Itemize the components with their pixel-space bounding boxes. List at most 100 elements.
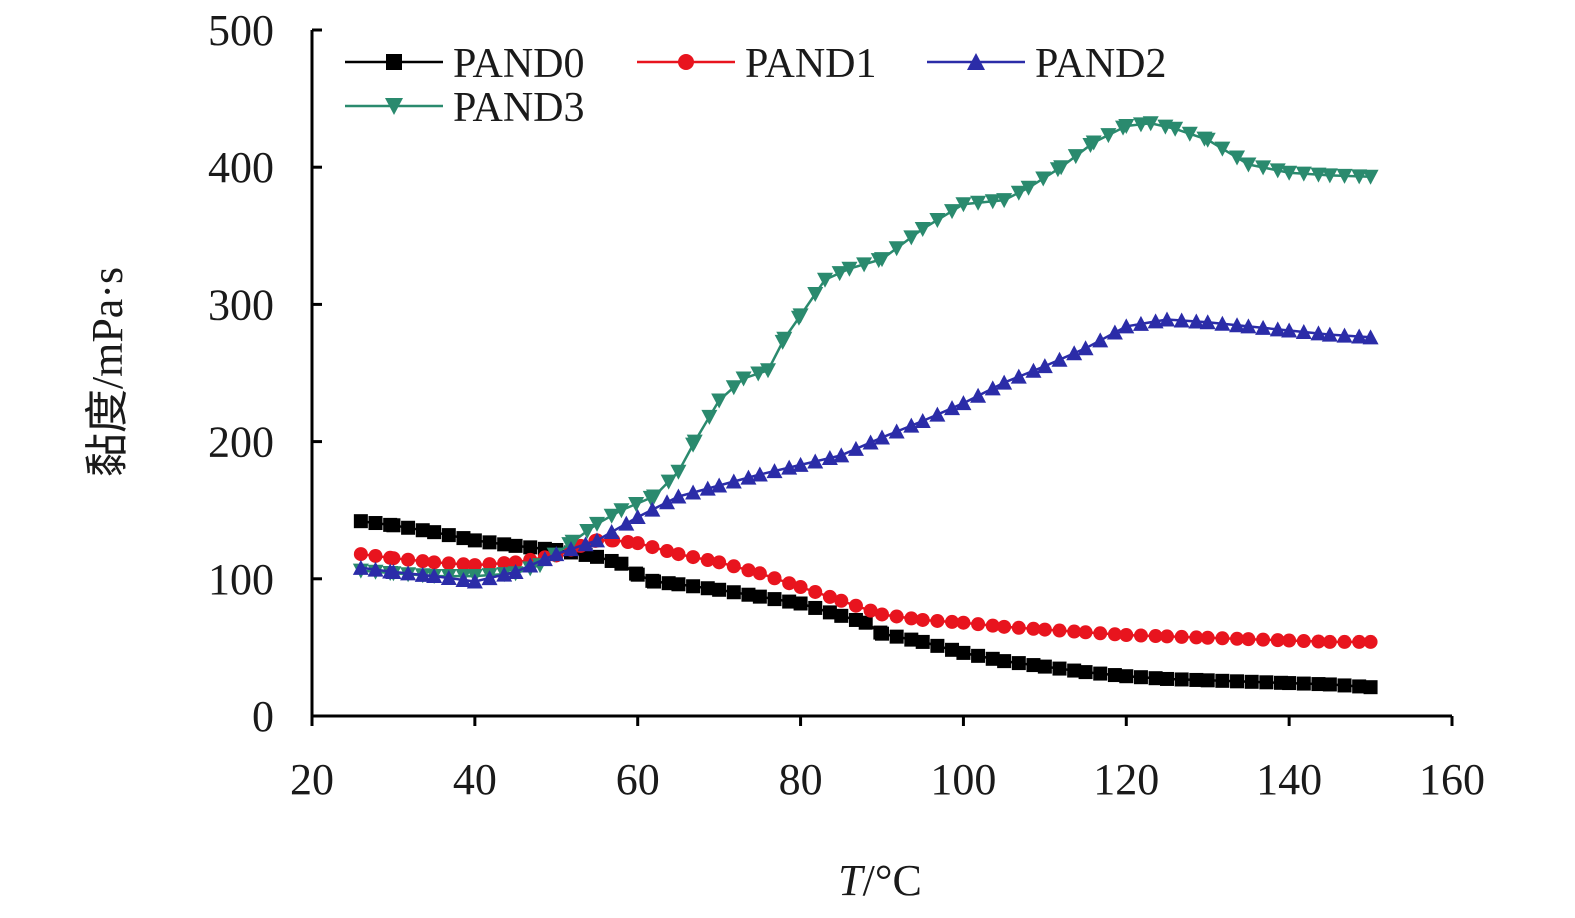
data-point-pand2 (1240, 318, 1257, 334)
data-point-pand0 (614, 556, 629, 571)
data-point-pand0 (1037, 659, 1052, 674)
data-point-pand3 (903, 230, 920, 246)
legend-item-pand0: PAND0 (345, 41, 585, 87)
data-point-pand0 (1078, 665, 1093, 680)
y-tick-label: 200 (208, 418, 274, 467)
data-point-pand0 (822, 605, 837, 620)
data-point-pand0 (368, 516, 383, 531)
data-point-pand0 (889, 629, 904, 644)
data-point-pand1 (427, 555, 442, 570)
data-point-pand2 (629, 509, 646, 525)
data-point-pand1 (904, 611, 919, 626)
data-point-pand3 (856, 257, 873, 273)
data-point-pand2 (644, 501, 661, 517)
data-point-pand1 (1230, 631, 1245, 646)
x-tick-label: 120 (1093, 755, 1159, 804)
data-point-pand0 (415, 523, 430, 538)
data-point-pand1 (1256, 632, 1271, 647)
data-point-pand2 (1025, 362, 1042, 378)
data-point-pand1 (793, 580, 808, 595)
data-point-pand0 (1282, 676, 1297, 691)
data-point-pand1 (630, 536, 645, 551)
data-point-pand2 (1036, 358, 1053, 374)
data-point-pand1 (508, 555, 523, 570)
data-point-pand1 (782, 576, 797, 591)
data-point-pand3 (1199, 132, 1216, 148)
data-point-pand2 (1051, 351, 1068, 367)
data-point-pand0 (1011, 656, 1026, 671)
y-tick-label: 0 (252, 692, 274, 741)
data-point-pand3 (996, 193, 1013, 209)
data-point-pand0 (1215, 673, 1230, 688)
data-point-pand3 (1362, 169, 1379, 185)
data-point-pand1 (415, 554, 430, 569)
data-point-pand3 (628, 497, 645, 513)
data-point-pand1 (1052, 623, 1067, 638)
data-point-pand3 (1181, 126, 1198, 142)
data-point-pand2 (807, 453, 824, 469)
data-point-pand1 (997, 619, 1012, 634)
data-point-pand1 (1337, 634, 1352, 649)
y-tick-label: 400 (208, 143, 274, 192)
legend-label-pand3: PAND3 (453, 85, 585, 131)
data-point-pand0 (1107, 668, 1122, 683)
legend-swatch-marker (386, 54, 402, 70)
series-line-pand3 (360, 122, 1371, 578)
data-point-pand0 (875, 626, 889, 641)
data-point-pand0 (904, 632, 919, 647)
data-point-pand2 (426, 568, 443, 584)
data-point-pand0 (1189, 672, 1204, 687)
data-point-pand2 (1255, 319, 1272, 335)
legend-label-pand0: PAND0 (453, 41, 585, 87)
series-layer (352, 116, 1379, 695)
axes-layer: 20 40 60 80 100 120 140 160 0 100 200 300 400 500 (208, 6, 1485, 804)
legend-label-pand1: PAND1 (745, 41, 877, 87)
data-point-pand2 (577, 536, 594, 552)
data-point-pand0 (726, 585, 741, 600)
data-point-pand0 (467, 533, 482, 548)
data-point-pand0 (508, 538, 523, 553)
x-tick-label: 60 (616, 755, 660, 804)
data-point-pand0 (1148, 671, 1163, 686)
data-point-pand1 (1119, 628, 1134, 643)
data-point-pand0 (808, 600, 823, 615)
data-point-pand2 (400, 565, 417, 581)
data-point-pand2 (1118, 318, 1135, 334)
data-point-pand2 (367, 561, 384, 577)
data-point-pand2 (385, 563, 402, 579)
data-point-pand3 (984, 194, 1001, 210)
data-point-pand1 (1296, 634, 1311, 649)
data-point-pand2 (522, 557, 539, 573)
data-point-pand3 (1167, 121, 1184, 137)
data-point-pand1 (1133, 628, 1148, 643)
data-point-pand3 (1321, 168, 1338, 184)
data-point-pand1 (889, 609, 904, 624)
x-tick-label: 80 (779, 755, 823, 804)
data-point-pand0 (1230, 674, 1245, 689)
data-point-pand2 (1281, 322, 1298, 338)
data-point-pand3 (760, 363, 776, 379)
y-tick-label: 300 (208, 280, 274, 329)
data-point-pand3 (711, 393, 728, 409)
data-point-pand3 (1118, 119, 1135, 135)
data-point-pand1 (467, 558, 482, 573)
data-point-pand0 (1311, 677, 1326, 692)
data-point-pand1 (1160, 629, 1174, 644)
data-point-pand1 (497, 556, 512, 571)
data-point-pand1 (741, 563, 756, 578)
data-point-pand2 (589, 532, 605, 548)
data-point-pand0 (712, 582, 727, 597)
data-point-pand1 (985, 618, 1000, 633)
data-point-pand2 (466, 573, 483, 589)
data-point-pand0 (427, 525, 442, 540)
data-point-pand1 (1078, 625, 1093, 640)
data-point-pand2 (984, 380, 1001, 396)
data-point-pand0 (590, 549, 604, 564)
data-point-pand3 (1142, 116, 1159, 132)
legend-swatch-marker (385, 98, 403, 115)
data-point-pand3 (874, 252, 890, 268)
data-point-pand2 (862, 434, 879, 450)
data-point-pand2 (507, 563, 524, 579)
data-point-pand0 (1244, 674, 1259, 689)
data-point-pand0 (686, 579, 701, 594)
